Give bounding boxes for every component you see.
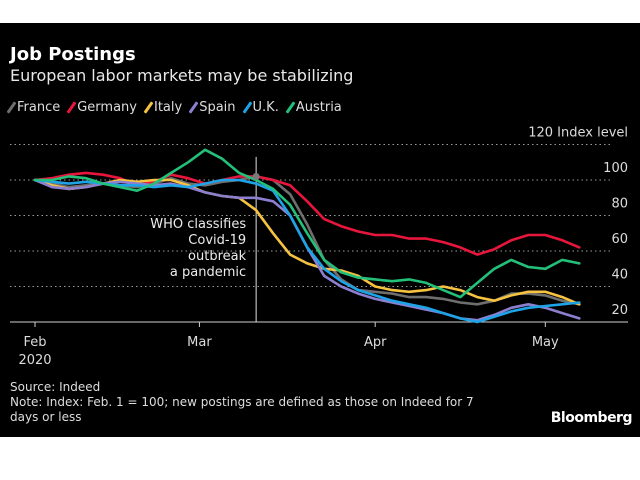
footnote-line-1: Note: Index: Feb. 1 = 100; new postings … [10,395,474,409]
annotation-text-line-3: outbreak [188,249,247,264]
annotation-text-line-1: WHO classifies [150,217,246,232]
x-tick-label-may: May [532,335,559,350]
legend: France Germany Italy Spain U.K. Austria [6,100,342,115]
series-line-france [33,175,581,306]
legend-label: France [17,100,61,115]
series-line-uk [33,178,581,324]
legend-item-italy: Italy [143,100,183,115]
legend-item-uk: U.K. [242,100,279,115]
annotation-text-line-2: Covid-19 [188,233,246,248]
legend-item-france: France [6,100,61,115]
legend-label: Spain [199,100,236,115]
legend-label: U.K. [252,100,279,115]
y-tick-label-40: 40 [611,268,628,283]
source-note: Source: Indeed [10,380,101,394]
chart-title: Job Postings [10,44,136,65]
legend-label: Italy [154,100,183,115]
bloomberg-logo: Bloomberg [550,410,633,426]
legend-label: Austria [295,100,342,115]
legend-label: Germany [77,100,137,115]
x-tick-label-feb: Feb [23,335,46,350]
y-tick-label-20: 20 [611,303,628,318]
chart-subtitle: European labor markets may be stabilizin… [10,66,354,85]
series-line-austria [33,148,581,299]
y-tick-label-100: 100 [603,161,628,176]
footnote-line-2: days or less [10,410,82,424]
y-tick-label-120: 120 Index level [528,126,628,141]
legend-item-austria: Austria [285,100,342,115]
annotation-text-line-4: a pandemic [170,265,246,280]
chart-panel [0,23,640,437]
y-tick-label-60: 60 [611,232,628,247]
series-line-italy [33,178,581,306]
x-tick-label-apr: Apr [364,335,387,350]
y-tick-label-80: 80 [611,197,628,212]
legend-item-germany: Germany [66,100,137,115]
legend-item-spain: Spain [188,100,236,115]
annotation-marker [252,172,260,180]
x-tick-label-mar: Mar [187,335,212,350]
x-tick-sublabel-year: 2020 [18,353,51,368]
